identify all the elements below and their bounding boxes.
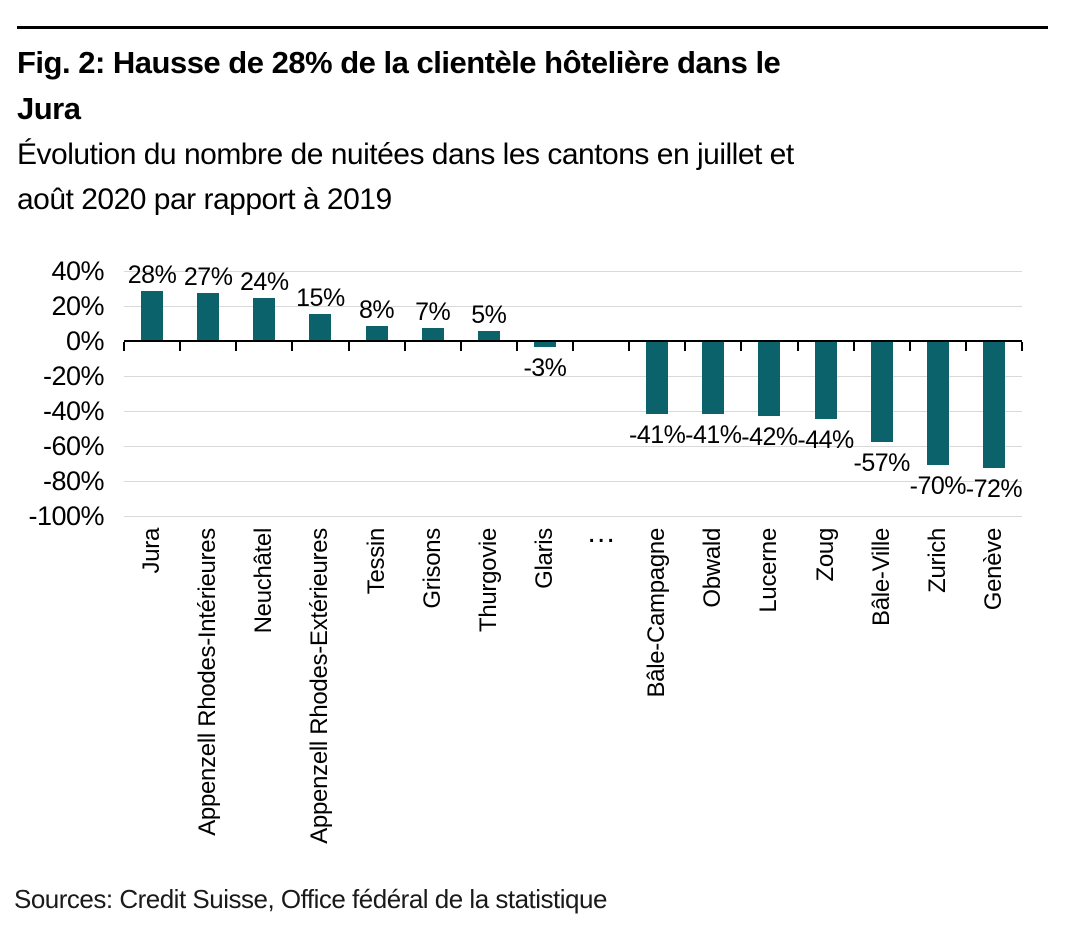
y-tick-label: -80% bbox=[42, 466, 105, 496]
bar-value-label: 8% bbox=[358, 296, 395, 324]
y-tick-label: -100% bbox=[28, 501, 104, 531]
x-category-label: Bâle-Campagne bbox=[643, 528, 671, 698]
gridline bbox=[124, 410, 1022, 412]
figure-title: Fig. 2: Hausse de 28% de la clientèle hô… bbox=[17, 40, 1027, 132]
x-category-label: Obwald bbox=[699, 528, 727, 608]
x-category-label: Appenzell Rhodes-Intérieures bbox=[194, 528, 222, 836]
gridline bbox=[124, 305, 1022, 307]
bar bbox=[646, 342, 669, 414]
x-category-label: Bâle-Ville bbox=[867, 528, 895, 626]
x-category-label: Zoug bbox=[811, 528, 839, 582]
bar-value-label: -44% bbox=[797, 426, 854, 454]
x-axis-tick bbox=[628, 342, 630, 351]
x-axis-tick bbox=[404, 342, 406, 351]
x-category-label: Appenzell Rhodes-Extérieures bbox=[306, 528, 334, 844]
x-axis-tick bbox=[291, 342, 293, 351]
bar bbox=[870, 342, 893, 442]
bar bbox=[197, 292, 220, 340]
x-category-label: Thurgovie bbox=[474, 528, 502, 633]
y-tick-label: -40% bbox=[42, 396, 105, 426]
x-category-label: Genève bbox=[979, 528, 1007, 611]
gridline bbox=[124, 480, 1022, 482]
x-axis-tick bbox=[684, 342, 686, 351]
source-line: Sources: Credit Suisse, Office fédéral d… bbox=[14, 884, 607, 914]
x-category-label: Tessin bbox=[362, 528, 390, 595]
x-axis-tick bbox=[123, 342, 125, 351]
bar bbox=[477, 331, 500, 340]
bar-value-label: 28% bbox=[127, 261, 177, 289]
x-axis-tick bbox=[740, 342, 742, 351]
plot-area: 28% Jura 27% Appenzell Rhodes-Intérieures 24… bbox=[123, 262, 1023, 844]
x-axis-tick bbox=[348, 342, 350, 351]
x-axis-tick bbox=[516, 342, 518, 351]
gridline bbox=[124, 515, 1022, 517]
x-axis-tick bbox=[1021, 342, 1023, 351]
bar-value-label: -3% bbox=[523, 354, 567, 383]
y-tick-label: 40% bbox=[51, 256, 104, 286]
x-axis-line bbox=[124, 340, 1022, 342]
x-axis-tick bbox=[853, 342, 855, 351]
x-axis-tick bbox=[179, 342, 181, 351]
bar-value-label: -41% bbox=[685, 420, 742, 449]
y-tick-label: -20% bbox=[42, 361, 105, 391]
bar bbox=[533, 342, 556, 348]
bar bbox=[365, 326, 388, 340]
bar bbox=[253, 298, 276, 340]
x-axis-tick bbox=[572, 342, 574, 351]
x-category-label: Grisons bbox=[418, 528, 446, 609]
gridline bbox=[124, 270, 1022, 272]
bar bbox=[702, 342, 725, 414]
bar-value-label: 7% bbox=[415, 297, 451, 326]
x-category-label: Glaris bbox=[530, 528, 558, 589]
bar-value-label: -41% bbox=[629, 420, 686, 449]
y-tick-label: -60% bbox=[42, 431, 105, 461]
figure-title-line1: Fig. 2: Hausse de 28% de la clientèle hô… bbox=[17, 45, 781, 80]
ellipsis-label: … bbox=[586, 516, 617, 549]
x-axis-tick bbox=[797, 342, 799, 351]
x-axis-tick bbox=[965, 342, 967, 351]
top-rule bbox=[17, 26, 1048, 29]
gridline bbox=[124, 375, 1022, 377]
x-category-label: Jura bbox=[138, 528, 166, 574]
bar-value-label: 24% bbox=[240, 268, 289, 296]
bar bbox=[982, 342, 1005, 468]
bar bbox=[926, 342, 949, 465]
x-category-label: Zurich bbox=[923, 528, 951, 593]
bar-value-label: -70% bbox=[909, 471, 967, 500]
y-tick-label: 20% bbox=[51, 291, 104, 321]
x-category-label: Lucerne bbox=[755, 528, 783, 613]
figure-subtitle-line2: août 2020 par rapport à 2019 bbox=[17, 183, 392, 216]
bar bbox=[814, 342, 837, 419]
bar bbox=[141, 291, 164, 340]
x-axis-tick bbox=[909, 342, 911, 351]
bar-value-label: -72% bbox=[965, 475, 1023, 503]
bar-value-label: -42% bbox=[741, 422, 798, 451]
bar bbox=[421, 327, 444, 340]
figure-subtitle-line1: Évolution du nombre de nuitées dans les … bbox=[17, 138, 794, 171]
bar-value-label: 27% bbox=[183, 262, 233, 291]
x-category-label: Neuchâtel bbox=[250, 528, 278, 634]
x-axis-tick bbox=[235, 342, 237, 351]
bar-value-label: 5% bbox=[471, 301, 507, 330]
x-axis-tick bbox=[460, 342, 462, 351]
bar bbox=[309, 313, 332, 340]
bar-value-label: 15% bbox=[296, 283, 345, 312]
bar-value-label: -57% bbox=[853, 448, 911, 477]
bar bbox=[758, 342, 781, 416]
figure-title-line2: Jura bbox=[17, 91, 81, 126]
figure-subtitle: Évolution du nombre de nuitées dans les … bbox=[17, 132, 1027, 222]
gridline bbox=[124, 445, 1022, 447]
y-tick-label: 0% bbox=[65, 326, 105, 356]
